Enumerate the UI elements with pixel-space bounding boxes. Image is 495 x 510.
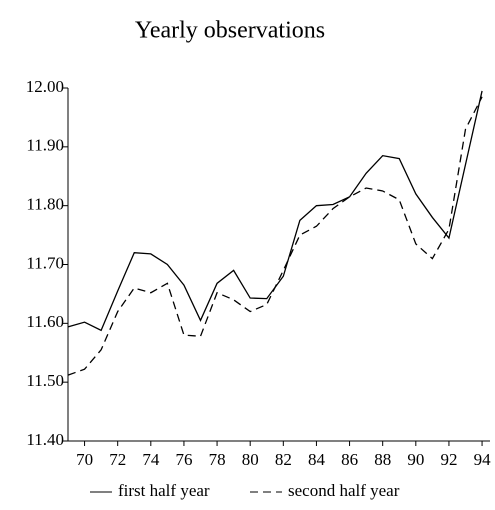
x-tick-label: 82 [275, 450, 292, 469]
x-tick-label: 78 [209, 450, 226, 469]
data-line [67, 96, 483, 376]
chart-title: Yearly observations [135, 18, 325, 44]
x-tick-label: 88 [374, 450, 391, 469]
x-tick-label: 86 [341, 450, 358, 469]
x-tick-label: 94 [474, 450, 492, 469]
x-tick-label: 92 [440, 450, 457, 469]
x-tick-label: 80 [242, 450, 259, 469]
y-tick-label: 11.70 [26, 253, 64, 272]
y-tick-label: 11.40 [26, 430, 64, 449]
x-tick-label: 76 [175, 450, 192, 469]
y-tick-label: 11.80 [26, 195, 64, 214]
y-tick-label: 12.00 [26, 77, 64, 96]
x-tick-label: 90 [407, 450, 424, 469]
x-tick-label: 70 [76, 450, 93, 469]
x-tick-label: 74 [142, 450, 160, 469]
y-tick-label: 11.60 [26, 312, 64, 331]
y-tick-label: 11.50 [26, 371, 64, 390]
legend-label: second half year [288, 481, 400, 500]
x-tick-label: 72 [109, 450, 126, 469]
x-tick-label: 84 [308, 450, 326, 469]
y-tick-label: 11.90 [26, 136, 64, 155]
legend-label: first half year [118, 481, 210, 500]
